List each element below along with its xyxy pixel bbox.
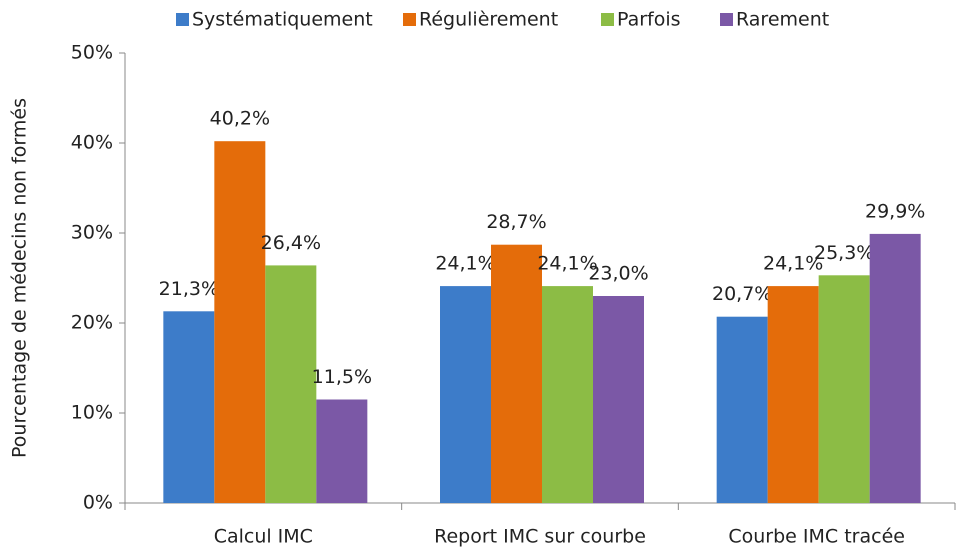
data-label: 28,7%: [486, 211, 546, 233]
data-label: 20,7%: [712, 283, 772, 305]
legend-swatch: [403, 13, 416, 26]
y-tick-label: 10%: [71, 402, 113, 424]
bar: [265, 265, 317, 503]
legend-label: Régulièrement: [419, 9, 558, 31]
data-label: 29,9%: [865, 200, 925, 222]
x-tick-label: Calcul IMC: [214, 526, 313, 548]
data-label: 24,1%: [763, 253, 823, 275]
data-label: 40,2%: [210, 108, 270, 130]
bar: [767, 286, 819, 503]
bar: [214, 141, 266, 503]
data-label: 25,3%: [814, 242, 874, 264]
y-axis-label: Pourcentage de médecins non formés: [9, 98, 31, 458]
data-label: 24,1%: [537, 253, 597, 275]
x-tick-label: Report IMC sur courbe: [434, 526, 646, 548]
bar: [440, 286, 491, 503]
data-label: 23,0%: [588, 263, 648, 285]
legend-swatch: [720, 13, 733, 26]
x-tick-label: Courbe IMC tracée: [728, 526, 905, 548]
data-label: 26,4%: [261, 232, 321, 254]
y-tick-label: 20%: [71, 312, 113, 334]
bar: [491, 244, 542, 503]
bar: [542, 286, 593, 503]
data-label: 21,3%: [159, 278, 219, 300]
y-tick-label: 50%: [71, 42, 113, 64]
bar: [593, 296, 644, 503]
y-tick-label: 0%: [83, 492, 113, 514]
legend-label: Parfois: [617, 9, 681, 31]
legend-swatch: [601, 13, 614, 26]
legend-label: Systématiquement: [192, 9, 373, 31]
legend-swatch: [176, 13, 189, 26]
bar: [316, 399, 368, 503]
bar: [869, 233, 921, 503]
bar: [163, 311, 215, 503]
bar: [716, 316, 768, 503]
legend-label: Rarement: [736, 9, 829, 31]
y-tick-label: 30%: [71, 222, 113, 244]
y-tick-label: 40%: [71, 132, 113, 154]
bar: [818, 275, 870, 503]
data-label: 24,1%: [435, 253, 495, 275]
data-label: 11,5%: [312, 366, 372, 388]
